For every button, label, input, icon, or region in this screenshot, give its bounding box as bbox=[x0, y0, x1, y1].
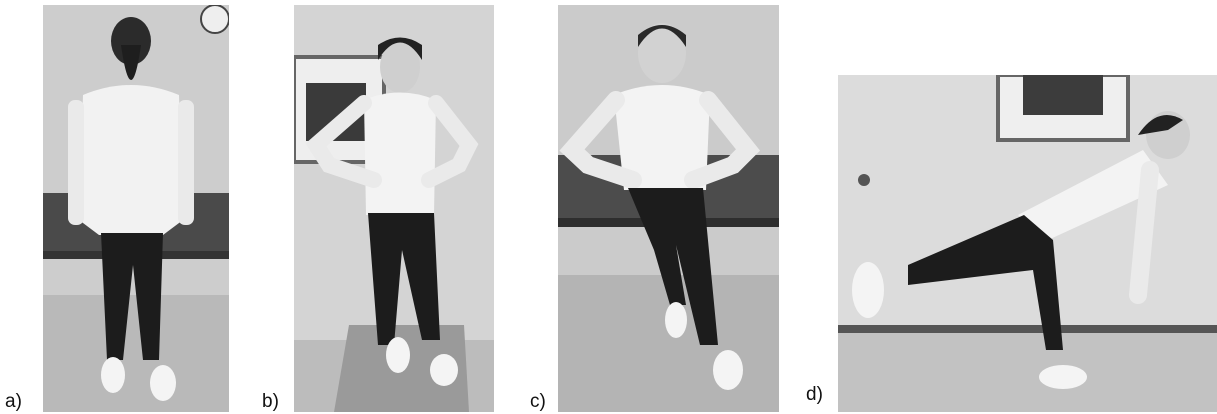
hair bbox=[1138, 115, 1183, 135]
head bbox=[111, 17, 151, 65]
shoe bbox=[150, 365, 176, 401]
head bbox=[638, 23, 686, 83]
arm bbox=[178, 100, 194, 225]
leggings bbox=[908, 215, 1063, 350]
arm bbox=[559, 91, 642, 189]
leggings bbox=[628, 188, 718, 345]
panel-label: d) bbox=[806, 384, 823, 405]
photo-d bbox=[838, 75, 1217, 412]
panel-label: b) bbox=[262, 391, 279, 412]
shoe bbox=[852, 262, 884, 318]
clock bbox=[200, 5, 229, 34]
panel-label: c) bbox=[530, 391, 546, 412]
shoe bbox=[101, 357, 125, 393]
arm bbox=[1129, 161, 1159, 304]
shirt bbox=[614, 85, 710, 190]
leggings bbox=[101, 233, 163, 360]
shoe bbox=[1039, 365, 1087, 389]
floor bbox=[838, 330, 1217, 412]
shoe bbox=[713, 350, 743, 390]
arm bbox=[305, 95, 382, 188]
arm bbox=[421, 95, 479, 188]
leggings bbox=[368, 213, 440, 345]
shoe bbox=[430, 354, 458, 386]
panel-label: a) bbox=[5, 391, 22, 412]
shoe bbox=[386, 337, 410, 373]
hair bbox=[378, 37, 422, 60]
hair bbox=[121, 45, 141, 80]
hair bbox=[638, 25, 686, 47]
shoe bbox=[665, 302, 687, 338]
shirt bbox=[1018, 150, 1168, 240]
shirt bbox=[364, 92, 436, 215]
photo-a bbox=[43, 5, 229, 412]
baseboard bbox=[838, 325, 1217, 333]
picture bbox=[1023, 75, 1103, 115]
head bbox=[380, 41, 420, 93]
wall-fixture bbox=[858, 174, 870, 186]
floor bbox=[43, 295, 229, 412]
photo-c bbox=[558, 5, 779, 412]
shirt bbox=[79, 85, 183, 235]
photo-b bbox=[294, 5, 494, 412]
arm bbox=[684, 91, 761, 189]
arm bbox=[68, 100, 84, 225]
